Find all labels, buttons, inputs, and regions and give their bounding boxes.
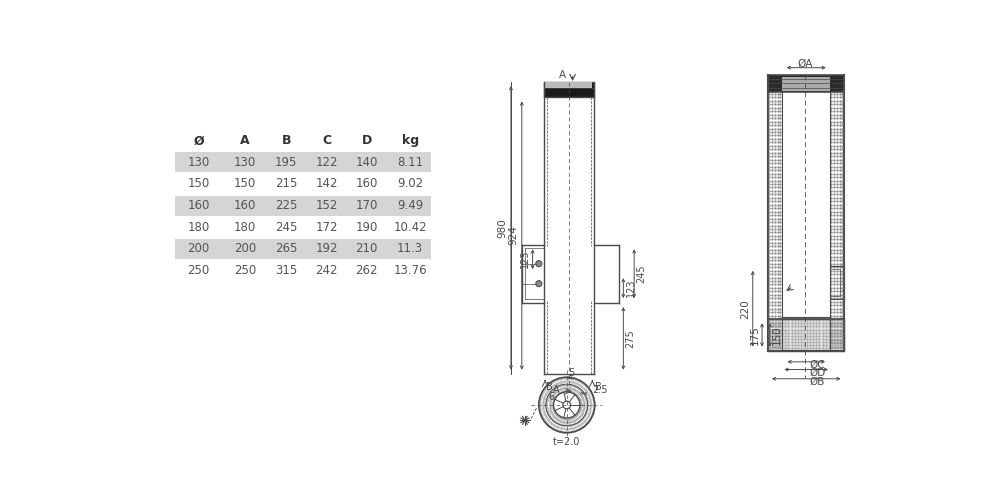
Bar: [545, 82, 592, 87]
Bar: [175, 238, 431, 258]
Text: 11.3: 11.3: [397, 242, 423, 255]
Text: 262: 262: [356, 264, 378, 276]
Text: 142: 142: [315, 178, 338, 190]
Text: 123: 123: [520, 250, 530, 268]
Text: 2.5: 2.5: [592, 384, 608, 394]
Text: 192: 192: [315, 242, 338, 255]
Text: 250: 250: [188, 264, 210, 276]
Text: 8.11: 8.11: [397, 156, 423, 169]
Text: 160: 160: [187, 199, 210, 212]
Text: 265: 265: [275, 242, 297, 255]
Circle shape: [536, 260, 542, 266]
Bar: [175, 196, 431, 216]
Text: t=2.0: t=2.0: [553, 437, 580, 447]
Text: C: C: [322, 134, 331, 147]
Bar: [768, 76, 844, 92]
Circle shape: [536, 280, 542, 287]
Text: ØA: ØA: [798, 59, 813, 69]
Circle shape: [554, 392, 580, 418]
Text: 242: 242: [315, 264, 338, 276]
Text: 5: 5: [568, 368, 574, 378]
Text: A: A: [553, 386, 560, 396]
Bar: [175, 152, 431, 172]
Text: 245: 245: [275, 220, 297, 234]
Text: 6: 6: [548, 392, 554, 402]
Text: 150: 150: [234, 178, 256, 190]
Text: ØC: ØC: [809, 360, 825, 370]
Bar: [768, 318, 844, 351]
Text: B: B: [595, 382, 602, 392]
Text: 170: 170: [356, 199, 378, 212]
Text: Ø: Ø: [193, 134, 204, 147]
Text: D: D: [362, 134, 372, 147]
Text: 315: 315: [275, 264, 297, 276]
Text: B: B: [281, 134, 291, 147]
Text: 220: 220: [740, 299, 750, 318]
Text: 275: 275: [626, 329, 636, 347]
Text: A: A: [240, 134, 250, 147]
Bar: [544, 82, 594, 97]
Text: 172: 172: [315, 220, 338, 234]
Text: A: A: [559, 70, 566, 81]
Text: B: B: [546, 382, 553, 392]
Text: kg: kg: [402, 134, 419, 147]
Bar: [782, 77, 830, 91]
Text: 180: 180: [188, 220, 210, 234]
Text: ØD: ØD: [809, 368, 826, 378]
Text: 130: 130: [234, 156, 256, 169]
Text: ØB: ØB: [809, 377, 825, 387]
Text: 123: 123: [626, 279, 636, 297]
Text: 195: 195: [275, 156, 297, 169]
Text: 250: 250: [234, 264, 256, 276]
Text: 9.49: 9.49: [397, 199, 423, 212]
Text: 160: 160: [356, 178, 378, 190]
Text: 210: 210: [356, 242, 378, 255]
Text: 9.02: 9.02: [397, 178, 423, 190]
Text: 130: 130: [188, 156, 210, 169]
Text: 980: 980: [498, 218, 508, 238]
Text: 190: 190: [356, 220, 378, 234]
Text: 175: 175: [750, 325, 760, 345]
Text: 150: 150: [188, 178, 210, 190]
Text: 200: 200: [188, 242, 210, 255]
Text: 10.42: 10.42: [393, 220, 427, 234]
Text: 13.76: 13.76: [393, 264, 427, 276]
Text: 180: 180: [234, 220, 256, 234]
Text: 924: 924: [509, 226, 519, 246]
Text: 225: 225: [275, 199, 297, 212]
Text: 245: 245: [637, 264, 646, 283]
Text: 152: 152: [315, 199, 338, 212]
Text: 150: 150: [771, 325, 781, 345]
Text: 200: 200: [234, 242, 256, 255]
Text: 215: 215: [275, 178, 297, 190]
Text: 122: 122: [315, 156, 338, 169]
Text: 140: 140: [356, 156, 378, 169]
Text: 160: 160: [234, 199, 256, 212]
